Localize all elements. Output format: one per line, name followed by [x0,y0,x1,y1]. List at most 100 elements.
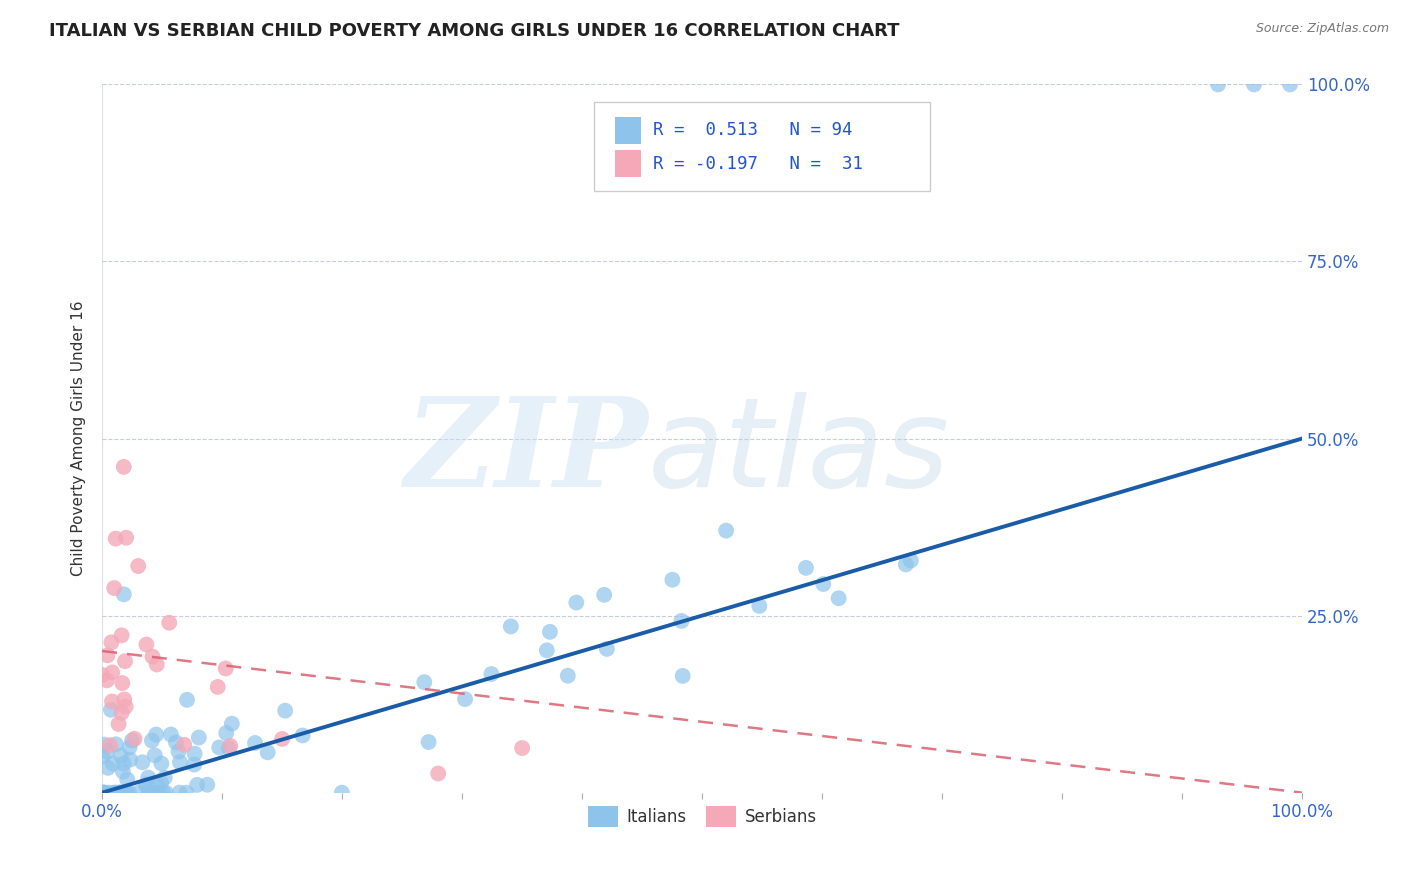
Point [593,588,616,602]
Point [131,756,153,770]
Point [208,740,231,755]
FancyBboxPatch shape [595,103,931,191]
Point [110,706,132,720]
Point [143,786,166,800]
Point [215,726,238,740]
Point [479,667,502,681]
Point [274,704,297,718]
Point [107,717,129,731]
Point [111,764,134,779]
Point [98,738,121,752]
Point [418,735,440,749]
Point [714,524,737,538]
Point [104,786,127,800]
Point [150,756,173,771]
Text: atlas: atlas [648,392,950,513]
Point [124,731,146,746]
Point [671,614,693,628]
Point [103,581,125,595]
Point [93,738,115,752]
Point [96,648,118,663]
Point [139,786,162,800]
Point [108,786,131,800]
Point [117,772,139,787]
Point [596,641,619,656]
Point [413,675,436,690]
Point [118,786,141,800]
Point [165,735,187,749]
Point [218,741,240,756]
FancyBboxPatch shape [614,117,641,144]
Point [176,786,198,800]
Point [100,703,122,717]
Point [661,573,683,587]
Y-axis label: Child Poverty Among Girls Under 16: Child Poverty Among Girls Under 16 [72,301,86,576]
Point [112,587,135,601]
Point [145,727,167,741]
Point [538,624,561,639]
Point [135,638,157,652]
Text: Source: ZipAtlas.com: Source: ZipAtlas.com [1256,22,1389,36]
Point [100,635,122,649]
Point [112,692,135,706]
Point [827,591,849,606]
Point [510,741,533,756]
Point [121,733,143,747]
Point [107,786,129,800]
Point [112,459,135,474]
Point [219,739,242,753]
Text: R = -0.197   N =  31: R = -0.197 N = 31 [652,154,863,173]
Text: R =  0.513   N = 94: R = 0.513 N = 94 [652,121,852,139]
Point [115,785,138,799]
Point [127,786,149,800]
Point [186,778,208,792]
Point [114,654,136,668]
Point [101,756,124,771]
Point [207,680,229,694]
Point [111,786,134,800]
Point [118,740,141,755]
Point [93,786,115,800]
Point [499,619,522,633]
Point [173,738,195,752]
Point [150,776,173,790]
Point [141,649,163,664]
Point [93,786,115,800]
Point [256,745,278,759]
Point [155,786,177,800]
Point [157,615,180,630]
Point [169,755,191,769]
Point [672,669,695,683]
Legend: Italians, Serbians: Italians, Serbians [581,799,824,834]
Point [96,673,118,688]
Point [1279,78,1302,92]
Point [114,699,136,714]
Point [900,553,922,567]
Point [135,778,157,792]
Point [138,786,160,800]
Point [112,756,135,771]
Point [427,766,450,780]
Point [120,753,142,767]
Point [135,777,157,791]
Point [271,731,294,746]
Point [98,786,121,800]
Point [93,786,115,800]
Point [454,692,477,706]
Point [176,693,198,707]
Point [139,786,162,800]
Point [215,661,238,675]
Point [748,599,770,613]
Point [148,786,170,800]
Point [104,532,127,546]
Point [565,596,588,610]
Point [136,771,159,785]
Point [291,729,314,743]
Point [167,745,190,759]
Point [187,731,209,745]
Point [221,716,243,731]
Point [813,577,835,591]
Point [91,786,114,800]
Point [111,676,134,690]
Point [183,757,205,772]
